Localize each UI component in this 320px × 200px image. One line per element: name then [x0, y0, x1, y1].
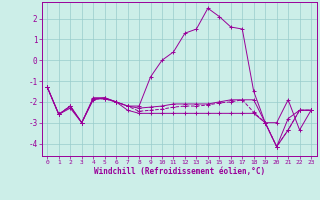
X-axis label: Windchill (Refroidissement éolien,°C): Windchill (Refroidissement éolien,°C): [94, 167, 265, 176]
